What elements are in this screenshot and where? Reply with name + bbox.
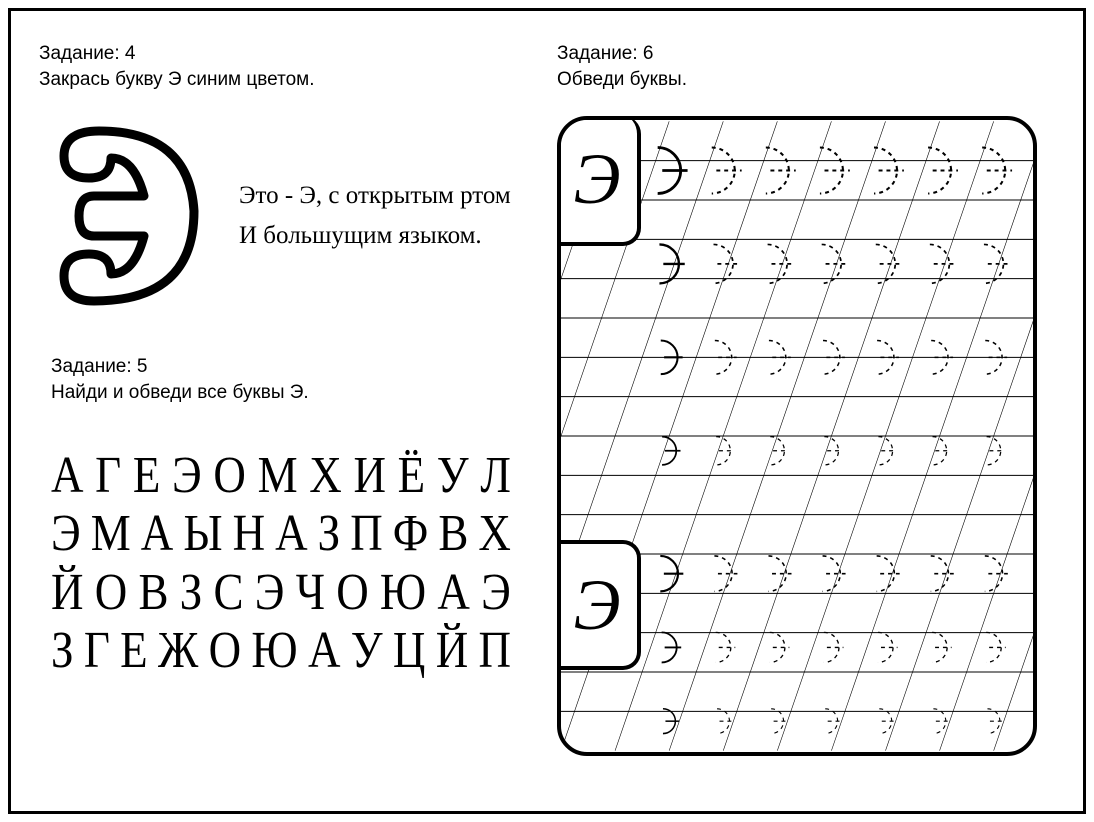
letter-cell: Ы bbox=[183, 500, 222, 567]
letter-cell: С bbox=[214, 558, 244, 625]
letter-cell: У bbox=[437, 441, 469, 508]
tracing-board: Э Э bbox=[557, 116, 1037, 756]
letter-cell: Х bbox=[309, 441, 342, 508]
task5-label: Задание: 5 bbox=[51, 354, 527, 380]
letter-cell: Ё bbox=[398, 441, 426, 508]
letter-cell: Л bbox=[480, 441, 511, 508]
letter-cell: А bbox=[437, 558, 470, 625]
letter-cell: И bbox=[353, 441, 386, 508]
letter-cell: О bbox=[213, 441, 246, 508]
letter-row: ЙОВЗСЭЧОЮАЭ bbox=[51, 563, 511, 622]
poem-line2: И большущим языком. bbox=[239, 216, 511, 256]
letter-cell: М bbox=[258, 441, 298, 508]
letter-cell: Е bbox=[120, 617, 148, 684]
letter-cell: В bbox=[138, 558, 168, 625]
letter-cell: Ф bbox=[393, 500, 429, 567]
letter-cell: Н bbox=[233, 500, 266, 567]
letter-search-grid: АГЕЭОМХИЁУЛЭМАЫНАЗПФВХЙОВЗСЭЧОЮАЭЗГЕЖОЮА… bbox=[51, 446, 527, 680]
left-column: Задание: 4 Закрась букву Э синим цветом.… bbox=[11, 11, 547, 811]
letter-cell: Е bbox=[133, 441, 161, 508]
letter-cell: О bbox=[209, 617, 242, 684]
letter-cell: Ч bbox=[296, 558, 325, 625]
task4-label: Задание: 4 bbox=[39, 41, 527, 67]
letter-cell: Х bbox=[478, 500, 511, 567]
task6-instruction: Обведи буквы. bbox=[557, 67, 1053, 93]
letter-cell: Ю bbox=[380, 558, 426, 625]
example-letter-bottom: Э bbox=[557, 540, 641, 670]
letter-cell: О bbox=[336, 558, 369, 625]
letter-cell: У bbox=[351, 617, 383, 684]
letter-cell: А bbox=[275, 500, 308, 567]
letter-cell: А bbox=[51, 441, 84, 508]
letter-cell: Ж bbox=[158, 617, 198, 684]
task4-header: Задание: 4 Закрась букву Э синим цветом. bbox=[39, 41, 527, 92]
letter-cell: Ю bbox=[251, 617, 297, 684]
letter-cell: Й bbox=[436, 617, 469, 684]
letter-cell: З bbox=[180, 558, 203, 625]
letter-cell: З bbox=[318, 500, 341, 567]
letter-row: ЭМАЫНАЗПФВХ bbox=[51, 504, 511, 563]
right-column: Задание: 6 Обведи буквы. Э Э bbox=[547, 11, 1083, 811]
letter-cell: А bbox=[141, 500, 174, 567]
letter-cell: З bbox=[51, 617, 74, 684]
letter-cell: Э bbox=[255, 558, 285, 625]
task5-section: Задание: 5 Найди и обведи все буквы Э. А… bbox=[39, 354, 527, 679]
letter-cell: О bbox=[95, 558, 128, 625]
task6-header: Задание: 6 Обведи буквы. bbox=[557, 41, 1053, 92]
letter-cell: Э bbox=[172, 441, 202, 508]
big-letter-e-outline bbox=[39, 116, 219, 316]
letter-cell: П bbox=[350, 500, 383, 567]
task4-body: Это - Э, с открытым ртом И большущим язы… bbox=[39, 116, 527, 316]
task5-instruction: Найди и обведи все буквы Э. bbox=[51, 380, 527, 406]
letter-cell: В bbox=[438, 500, 468, 567]
letter-row: АГЕЭОМХИЁУЛ bbox=[51, 446, 511, 505]
letter-cell: М bbox=[91, 500, 131, 567]
letter-cell: Г bbox=[95, 441, 121, 508]
poem-line1: Это - Э, с открытым ртом bbox=[239, 176, 511, 216]
letter-cell: П bbox=[479, 617, 512, 684]
task4-poem: Это - Э, с открытым ртом И большущим язы… bbox=[239, 176, 511, 256]
letter-cell: Й bbox=[51, 558, 84, 625]
task5-header: Задание: 5 Найди и обведи все буквы Э. bbox=[51, 354, 527, 405]
letter-cell: Ц bbox=[393, 617, 426, 684]
task4-instruction: Закрась букву Э синим цветом. bbox=[39, 67, 527, 93]
letter-cell: Э bbox=[481, 558, 511, 625]
example-letter-top: Э bbox=[557, 116, 641, 246]
page-content: Задание: 4 Закрась букву Э синим цветом.… bbox=[11, 11, 1083, 811]
letter-cell: Г bbox=[84, 617, 110, 684]
letter-cell: Э bbox=[51, 500, 81, 567]
letter-cell: А bbox=[308, 617, 341, 684]
letter-row: ЗГЕЖОЮАУЦЙП bbox=[51, 621, 511, 680]
task6-label: Задание: 6 bbox=[557, 41, 1053, 67]
